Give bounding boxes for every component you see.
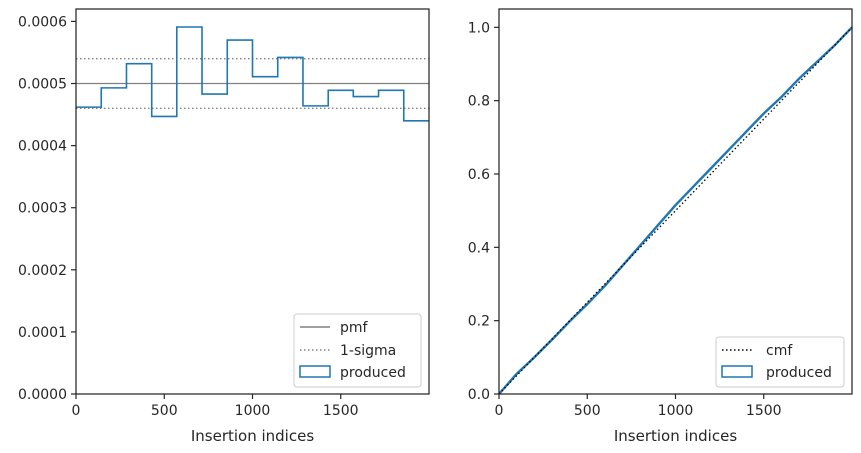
produced-bin bbox=[126, 63, 151, 65]
cumulative-panel: 0 500 1000 1500 0.0 0.2 0.4 0.6 0.8 1.0 Insertio… bbox=[468, 8, 853, 445]
legend-cumulative-produced-label: produced bbox=[766, 365, 832, 381]
produced-bin bbox=[227, 39, 252, 41]
cmf-line bbox=[498, 26, 853, 395]
histogram-y-ticks: 0.0000 0.0001 0.0002 0.0003 0.0004 0.0005 0.00… bbox=[18, 14, 76, 403]
cumulative-y-ticks: 0.0 0.2 0.4 0.6 0.8 1.0 bbox=[468, 20, 499, 403]
histogram-x-label: Insertion indices bbox=[191, 427, 314, 445]
legend-pmf-label: pmf bbox=[340, 320, 369, 336]
histogram-y-tick-label: 0.0003 bbox=[18, 201, 67, 217]
histogram-legend-box bbox=[293, 313, 422, 388]
cumulative-y-tick-label: 0.6 bbox=[468, 167, 490, 183]
produced-bin bbox=[404, 120, 429, 122]
cumulative-x-ticks: 0 500 1000 1500 bbox=[495, 394, 782, 419]
cumulative-legend-box bbox=[715, 336, 845, 388]
histogram-y-tick-label: 0.0006 bbox=[18, 14, 67, 30]
produced-bin bbox=[353, 96, 378, 98]
cumulative-x-tick-label: 1000 bbox=[658, 403, 694, 419]
histogram-panel: 0 500 1000 1500 0.00000.00010.00020.00030.0… bbox=[18, 8, 430, 445]
cumulative-y-tick-label: 0.8 bbox=[468, 94, 490, 110]
produced-bin bbox=[379, 89, 404, 91]
cumulative-x-tick-label: 1500 bbox=[746, 403, 782, 419]
produced-bin bbox=[101, 87, 126, 89]
histogram-y-tick-label: 0.0002 bbox=[18, 263, 67, 279]
histogram-x-ticks: 0 500 1000 1500 bbox=[72, 394, 359, 419]
histogram-plot-area bbox=[76, 26, 429, 122]
cumulative-y-tick-label: 0.0 bbox=[468, 387, 490, 403]
legend-produced-label: produced bbox=[340, 365, 406, 381]
produced-histogram-step bbox=[76, 26, 429, 122]
cumulative-x-tick-label: 500 bbox=[574, 403, 601, 419]
histogram-x-tick-label: 1500 bbox=[323, 403, 359, 419]
produced-bin bbox=[253, 76, 278, 78]
produced-bin bbox=[278, 56, 303, 58]
cumulative-y-tick-label: 0.4 bbox=[468, 240, 490, 256]
histogram-y-tick-label: 0.0001 bbox=[18, 325, 67, 341]
legend-sigma-label: 1-sigma bbox=[340, 343, 396, 359]
produced-bin bbox=[76, 106, 101, 108]
cumulative-y-tick-label: 0.2 bbox=[468, 314, 490, 330]
produced-bin bbox=[328, 89, 353, 91]
cumulative-x-label: Insertion indices bbox=[614, 427, 737, 445]
histogram-y-tick-label: 0.0005 bbox=[18, 77, 67, 93]
histogram-y-tick-label: 0.0000 bbox=[18, 387, 67, 403]
produced-bin bbox=[152, 115, 177, 117]
legend-produced-swatch bbox=[299, 365, 331, 378]
cumulative-axes-frame bbox=[498, 8, 853, 395]
legend-cmf-label: cmf bbox=[766, 343, 793, 359]
legend-cumulative-produced-swatch bbox=[721, 365, 753, 378]
histogram-x-tick-label: 0 bbox=[72, 403, 81, 419]
produced-bin bbox=[303, 105, 328, 107]
histogram-legend: pmf 1-sigma produced bbox=[293, 313, 422, 388]
histogram-y-tick-label: 0.0004 bbox=[18, 139, 67, 155]
cumulative-plot-area bbox=[498, 26, 853, 395]
produced-bin bbox=[177, 26, 202, 28]
cumulative-x-tick-label: 0 bbox=[495, 403, 504, 419]
histogram-x-tick-label: 1000 bbox=[235, 403, 271, 419]
cumulative-legend: cmf produced bbox=[715, 336, 845, 388]
cumulative-y-tick-label: 1.0 bbox=[468, 20, 490, 36]
produced-bin bbox=[202, 93, 227, 95]
histogram-x-tick-label: 500 bbox=[151, 403, 178, 419]
